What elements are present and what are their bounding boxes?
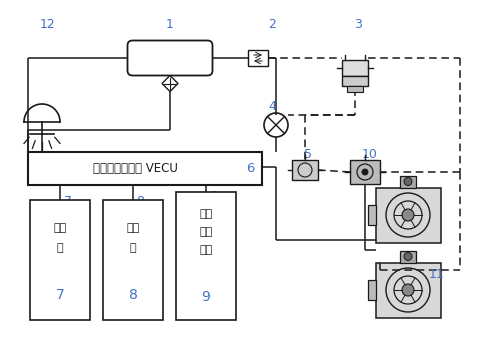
Text: 10: 10 — [362, 148, 378, 161]
Text: 5: 5 — [304, 148, 312, 161]
Text: 7: 7 — [56, 288, 64, 302]
Bar — [176, 192, 236, 320]
Text: 箱: 箱 — [130, 243, 136, 253]
Text: 8: 8 — [129, 288, 137, 302]
Text: 变速: 变速 — [126, 223, 139, 233]
Bar — [292, 160, 318, 180]
Circle shape — [402, 209, 414, 221]
Circle shape — [404, 253, 412, 260]
Text: 4: 4 — [268, 100, 276, 113]
Circle shape — [404, 177, 412, 186]
Bar — [28, 152, 262, 185]
Bar — [367, 280, 376, 300]
Text: 8: 8 — [136, 195, 144, 208]
Bar — [376, 262, 440, 318]
Text: 开关: 开关 — [199, 245, 212, 255]
Text: 7: 7 — [64, 195, 72, 208]
FancyBboxPatch shape — [127, 40, 212, 75]
Text: 6: 6 — [246, 162, 254, 175]
Bar — [347, 86, 363, 91]
Circle shape — [362, 169, 368, 175]
Bar — [400, 251, 416, 262]
Text: 3: 3 — [354, 18, 362, 31]
Text: 坡道: 坡道 — [199, 209, 212, 219]
Text: 2: 2 — [268, 18, 276, 31]
Bar — [342, 76, 368, 86]
Text: 起步: 起步 — [199, 227, 212, 237]
Text: 12: 12 — [40, 18, 56, 31]
Text: 9: 9 — [209, 190, 217, 203]
Bar — [376, 187, 440, 242]
Bar — [350, 160, 380, 184]
Bar — [367, 205, 376, 225]
Text: 机: 机 — [57, 243, 63, 253]
Text: 整车电子控制器 VECU: 整车电子控制器 VECU — [93, 162, 178, 175]
Text: 发动: 发动 — [53, 223, 67, 233]
Text: 1: 1 — [166, 18, 174, 31]
Bar — [248, 50, 268, 66]
Bar — [103, 200, 163, 320]
Text: 9: 9 — [201, 290, 211, 304]
Circle shape — [402, 284, 414, 296]
Text: 11: 11 — [429, 268, 445, 281]
Bar — [400, 175, 416, 187]
Bar — [30, 200, 90, 320]
Bar — [342, 60, 368, 76]
Text: 6: 6 — [244, 155, 252, 168]
